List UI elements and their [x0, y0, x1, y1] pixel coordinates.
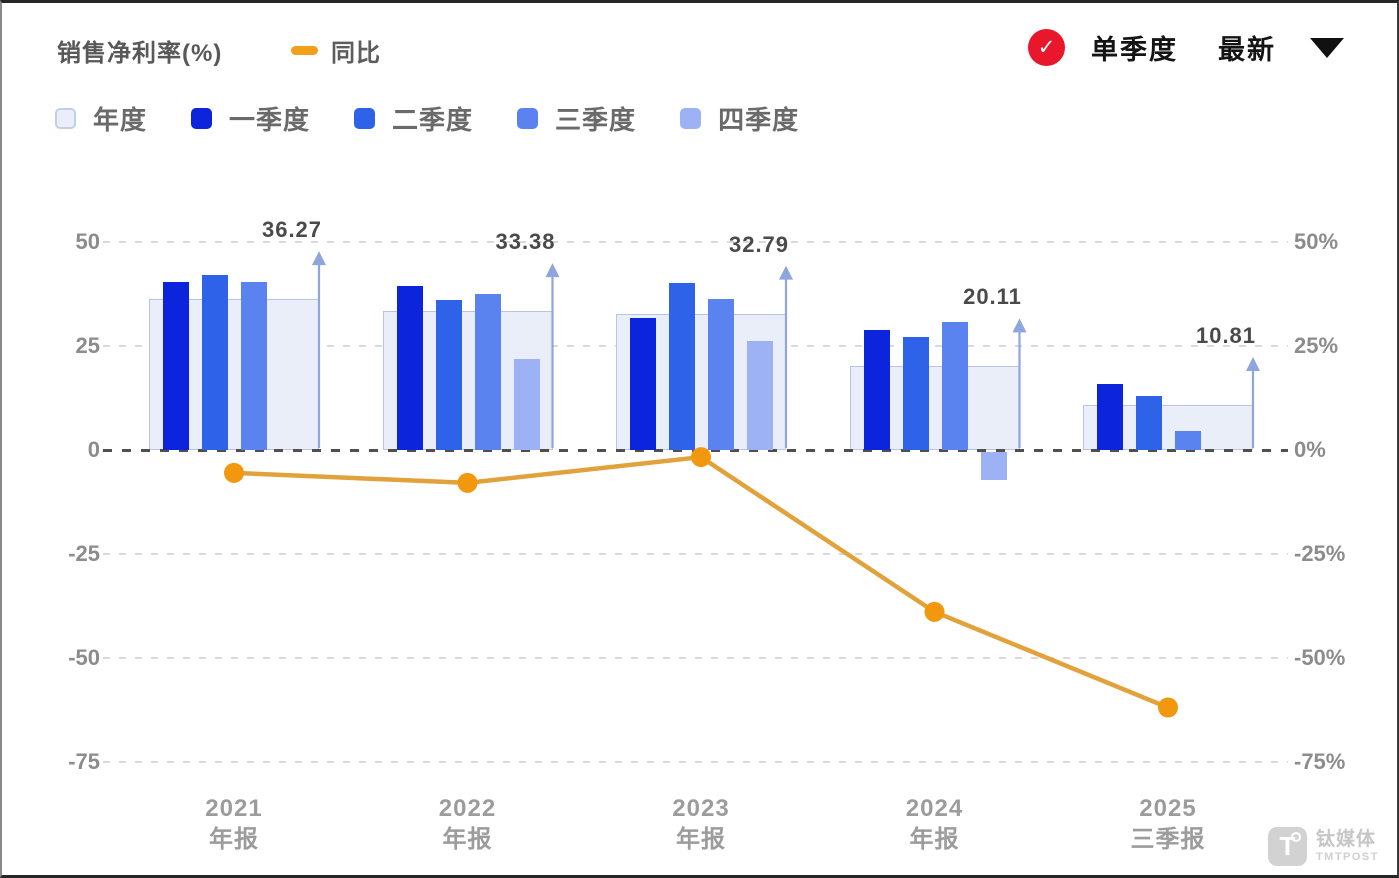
bar-2021-q2[interactable] — [202, 275, 228, 450]
series-legend: 年度 一季度 二季度 三季度 四季度 — [55, 100, 843, 137]
legend-label-q3: 三季度 — [555, 105, 637, 135]
legend-swatch-q1 — [191, 108, 213, 129]
y-axis-right-tick--75%: -75% — [1294, 749, 1346, 774]
y-axis-left-tick--50: -50 — [68, 645, 100, 670]
y-axis-right-tick-25%: 25% — [1294, 333, 1339, 358]
yoy-point-2022[interactable] — [457, 472, 478, 493]
annual-value-2025: 10.81 — [1195, 323, 1257, 349]
annual-value-2023: 32.79 — [728, 231, 790, 257]
latest-label: 最新 — [1218, 35, 1276, 65]
x-label-year: 2024 — [905, 795, 964, 822]
legend-item-q3[interactable]: 三季度 — [517, 100, 636, 137]
legend-label-q2: 二季度 — [392, 105, 474, 135]
legend-swatch-annual — [55, 108, 76, 129]
bar-2024-q2[interactable] — [902, 337, 929, 450]
x-label-2022: 2022 年报 — [378, 793, 558, 855]
yoy-legend-label: 同比 — [331, 40, 381, 67]
x-label-period: 年报 — [676, 826, 726, 853]
y-axis-left-tick--25: -25 — [68, 541, 100, 566]
legend-swatch-q2 — [354, 108, 376, 129]
x-label-year: 2023 — [672, 795, 730, 822]
gridline--25 — [103, 553, 1288, 555]
x-label-period: 三季报 — [1130, 826, 1206, 853]
bar-2023-q1[interactable] — [630, 318, 656, 450]
x-label-year: 2025 — [1139, 795, 1197, 822]
yoy-point-2024[interactable] — [924, 601, 945, 622]
yoy-point-2025[interactable] — [1158, 697, 1178, 718]
legend-item-q4[interactable]: 四季度 — [680, 100, 799, 137]
bar-2022-q3[interactable] — [474, 294, 501, 450]
legend-label-q1: 一季度 — [229, 105, 311, 135]
y-axis-right-tick--25%: -25% — [1294, 541, 1346, 566]
annual-arrowhead-2023 — [779, 265, 793, 280]
legend-label-annual: 年度 — [93, 105, 148, 135]
bar-2023-q3[interactable] — [708, 299, 734, 450]
checkmark-icon: ✓ — [1028, 29, 1065, 66]
bar-2024-q3[interactable] — [941, 322, 968, 450]
bar-2025-q1[interactable] — [1097, 384, 1123, 450]
gridline-50 — [103, 241, 1288, 243]
y-axis-right-tick-0%: 0% — [1294, 437, 1326, 462]
watermark: T 钛媒体 TMTPOST — [1267, 827, 1379, 866]
yoy-line — [231, 454, 1171, 710]
watermark-degree-mark — [1290, 832, 1301, 842]
y-axis-left-tick-50: 50 — [75, 229, 100, 254]
x-label-period: 年报 — [909, 826, 960, 853]
legend-item-q2[interactable]: 二季度 — [354, 100, 473, 137]
bar-2025-q3[interactable] — [1175, 431, 1201, 450]
bar-2023-q2[interactable] — [669, 282, 695, 450]
x-label-period: 年报 — [442, 826, 493, 853]
yoy-point-2021[interactable] — [224, 462, 244, 483]
bar-2022-q2[interactable] — [435, 299, 462, 450]
annual-arrowhead-2022 — [545, 263, 560, 278]
x-label-year: 2022 — [438, 795, 497, 822]
x-label-2025: 2025 三季报 — [1078, 793, 1258, 855]
gridline--50 — [103, 657, 1288, 659]
legend-label-q4: 四季度 — [718, 105, 800, 135]
annual-value-2024: 20.11 — [963, 284, 1022, 310]
x-label-2023: 2023 年报 — [611, 793, 791, 855]
gridline--75 — [103, 761, 1288, 763]
dropdown-caret-icon — [1310, 37, 1344, 58]
yoy-point-2023[interactable] — [691, 447, 711, 468]
y-axis-right-tick--50%: -50% — [1294, 645, 1346, 670]
bar-2024-q4[interactable] — [980, 452, 1007, 481]
tmtpost-logo-icon: T — [1267, 827, 1307, 866]
legend-item-yoy[interactable]: 同比 — [291, 33, 381, 68]
period-mode-dropdown[interactable]: ✓ 单季度 最新 — [1028, 28, 1344, 67]
bar-2022-q4[interactable] — [513, 358, 540, 450]
annual-arrowhead-2025 — [1246, 357, 1260, 372]
legend-swatch-q3 — [517, 108, 539, 129]
yoy-line-swatch — [291, 46, 318, 55]
watermark-en: TMTPOST — [1315, 850, 1379, 863]
bar-2023-q4[interactable] — [747, 340, 773, 450]
legend-swatch-q4 — [680, 108, 702, 129]
watermark-cn: 钛媒体 — [1315, 829, 1376, 850]
x-label-period: 年报 — [209, 826, 259, 853]
y-axis-left-tick-0: 0 — [87, 437, 100, 462]
annual-value-2021: 36.27 — [261, 217, 323, 243]
x-label-2021: 2021 年报 — [144, 793, 324, 855]
bar-2021-q1[interactable] — [163, 282, 189, 450]
legend-item-annual[interactable]: 年度 — [55, 100, 147, 137]
legend-item-q1[interactable]: 一季度 — [191, 100, 310, 137]
quarter-mode-label: 单季度 — [1091, 35, 1178, 65]
annual-arrowhead-2021 — [312, 251, 326, 266]
x-label-2024: 2024 年报 — [845, 793, 1025, 855]
bar-2025-q2[interactable] — [1136, 395, 1162, 450]
bar-2022-q1[interactable] — [396, 286, 423, 450]
metric-title: 销售净利率(%) — [57, 40, 223, 67]
y-axis-left-tick--75: -75 — [68, 749, 100, 774]
y-axis-left-tick-25: 25 — [75, 333, 100, 358]
x-label-year: 2021 — [205, 795, 263, 822]
annual-arrowhead-2024 — [1012, 318, 1027, 333]
annual-value-2022: 33.38 — [495, 229, 556, 255]
y-axis-right-tick-50%: 50% — [1294, 229, 1339, 254]
bar-2024-q1[interactable] — [863, 330, 890, 450]
bar-2021-q3[interactable] — [241, 281, 267, 450]
